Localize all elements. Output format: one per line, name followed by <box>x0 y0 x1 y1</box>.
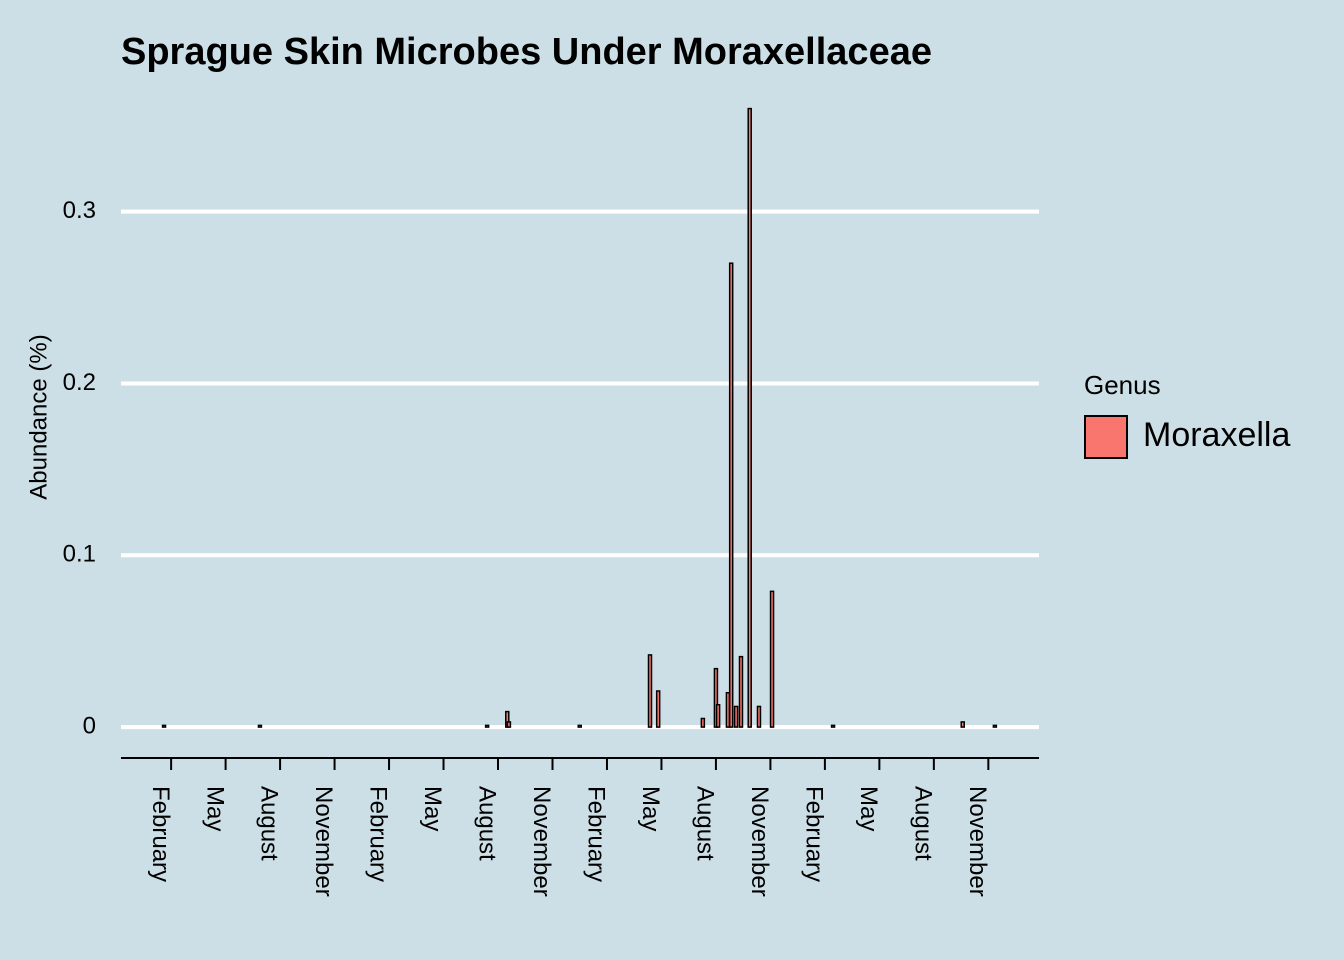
bar <box>756 705 762 728</box>
y-tick-label: 0.2 <box>63 369 96 396</box>
x-tick-label: May <box>855 786 882 831</box>
x-tick-label: February <box>801 786 828 882</box>
bar <box>506 721 512 728</box>
x-tick-label: May <box>201 786 228 831</box>
y-axis-label: Abundance (%) <box>25 334 52 499</box>
bar <box>830 724 836 728</box>
bar <box>769 590 775 728</box>
y-tick-label: 0 <box>83 712 96 739</box>
x-tick-label: August <box>474 786 501 861</box>
x-tick-label: August <box>692 786 719 861</box>
x-tick-label: November <box>310 786 337 897</box>
x-tick-label: May <box>419 786 446 831</box>
chart-title: Sprague Skin Microbes Under Moraxellacea… <box>121 31 932 73</box>
bar <box>161 724 167 728</box>
bar <box>728 262 734 728</box>
bar <box>577 724 582 728</box>
bar <box>747 107 752 728</box>
x-tick-label: May <box>637 786 664 831</box>
y-tick-label: 0.1 <box>63 541 96 568</box>
x-tick-label: November <box>528 786 555 897</box>
bar <box>960 721 965 728</box>
bar <box>738 655 744 728</box>
bar <box>484 724 490 728</box>
bar <box>733 705 739 728</box>
x-tick-label: August <box>256 786 283 861</box>
x-tick-label: February <box>365 786 392 882</box>
bar <box>647 654 653 728</box>
x-tick-label: November <box>964 786 991 897</box>
x-tick-label: February <box>583 786 610 882</box>
x-tick-label: November <box>746 786 773 897</box>
legend-title: Genus <box>1084 370 1161 400</box>
bar <box>257 724 263 728</box>
bar <box>992 724 998 728</box>
x-tick-label: February <box>147 786 174 882</box>
bar <box>715 703 721 728</box>
y-tick-label: 0.3 <box>63 197 96 224</box>
bar <box>655 690 661 728</box>
bar <box>700 717 706 728</box>
legend-swatch <box>1084 415 1128 459</box>
x-tick-label: August <box>910 786 937 861</box>
legend-label: Moraxella <box>1143 416 1290 454</box>
